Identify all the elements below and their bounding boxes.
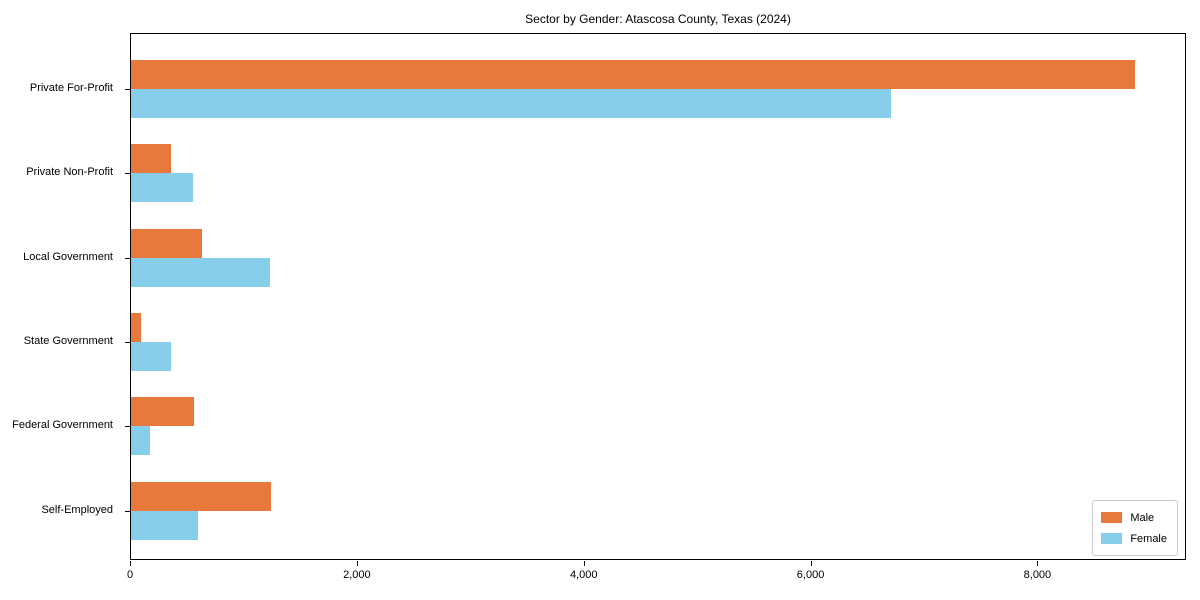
legend-item-male: Male [1101,507,1167,528]
bar-male-1 [131,144,171,174]
x-tick-mark [1037,561,1039,566]
legend-label-male: Male [1130,511,1155,524]
plot-area: Male Female [125,33,1186,560]
y-tick-mark [125,257,130,259]
y-tick-label: Private Non-Profit [26,166,113,179]
x-tick-label: 2,000 [343,569,371,581]
bar-female-1 [131,173,194,203]
y-tick-label: Federal Government [12,419,113,432]
female-swatch-icon [1101,533,1123,544]
x-tick-label: 0 [126,569,134,581]
y-tick-mark [125,173,130,175]
y-tick-label: Local Government [23,250,113,263]
y-tick-label: State Government [23,334,113,347]
x-tick-mark [130,561,131,566]
y-axis-labels: Private For-Profit Private Non-Profit Loca… [0,33,121,560]
bar-male-2 [131,228,203,258]
chart-title: Sector by Gender: Atascosa County, Texas… [525,12,791,26]
male-swatch-icon [1101,512,1123,523]
y-tick-mark [125,341,130,343]
legend-label-female: Female [1130,532,1167,545]
bar-female-5 [131,510,198,540]
x-tick-mark [583,561,585,566]
bar-female-2 [131,257,271,287]
x-tick-mark [810,561,812,566]
bar-male-0 [131,60,1136,89]
bar-male-3 [131,312,142,342]
x-tick-mark [356,561,358,566]
y-tick-mark [125,426,130,428]
x-axis-ticks: 0 2,000 4,000 6,000 8,000 [126,561,1186,591]
y-tick-label: Self-Employed [41,503,113,516]
y-tick-mark [125,510,130,512]
bar-female-0 [131,89,891,118]
legend: Male Female [1092,500,1178,556]
x-tick-label: 4,000 [569,569,598,581]
legend-item-female: Female [1101,528,1167,549]
x-tick-label: 6,000 [796,569,825,581]
bar-male-4 [131,397,195,427]
bar-female-4 [131,426,150,456]
x-tick-label: 8,000 [1023,569,1052,581]
bar-female-3 [131,341,171,371]
y-tick-mark [125,89,130,90]
bar-male-5 [131,481,272,511]
y-tick-label: Private For-Profit [29,82,113,94]
